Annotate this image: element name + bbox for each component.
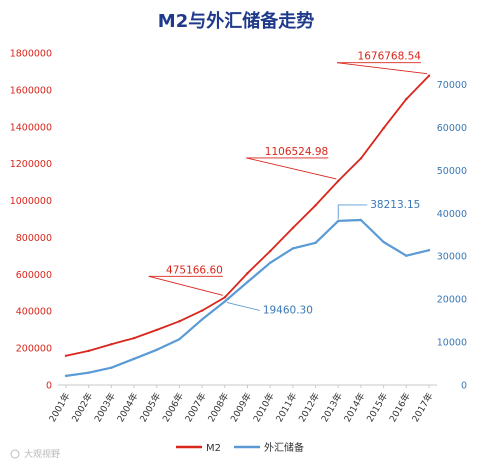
data-point xyxy=(223,296,227,299)
left-tick-label: 400000 xyxy=(16,307,52,318)
annotation-leader xyxy=(148,275,223,296)
series-line-m2 xyxy=(65,74,430,357)
left-tick-label: 1400000 xyxy=(10,122,52,133)
x-tick-label: 2002年 xyxy=(69,391,95,425)
data-point xyxy=(359,218,363,222)
data-point xyxy=(132,357,136,361)
left-tick-label: 1000000 xyxy=(10,196,52,207)
left-axis: 0 200000 400000 600000 800000 1000000 1200000 1… xyxy=(10,49,52,392)
x-tick-label: 2009年 xyxy=(228,391,254,425)
x-tick-label: 2001年 xyxy=(46,391,72,425)
data-point xyxy=(155,348,158,352)
data-point xyxy=(291,247,295,250)
data-point xyxy=(178,338,181,341)
data-label: 19460.30 xyxy=(263,304,313,316)
data-point xyxy=(155,328,158,332)
data-point xyxy=(337,179,340,183)
data-point xyxy=(427,74,431,77)
right-axis: 0 10000 20000 30000 40000 50000 60000 70000 xyxy=(437,80,467,392)
annotation-leader xyxy=(226,302,260,311)
left-tick-label: 600000 xyxy=(16,270,52,281)
data-point xyxy=(132,336,136,340)
legend: M2 外汇储备 xyxy=(176,441,304,454)
series-line-fx-reserves xyxy=(64,218,431,377)
x-tick-label: 2003年 xyxy=(92,391,118,425)
x-tick-label: 2015年 xyxy=(364,391,390,425)
x-tick-label: 2017年 xyxy=(409,391,435,425)
watermark-text: 大观视野 xyxy=(24,448,60,460)
annotation-leader xyxy=(336,62,428,75)
data-point xyxy=(110,366,113,369)
data-label: 475166.60 xyxy=(166,264,223,276)
plot-area xyxy=(64,74,431,378)
x-tick-label: 2006年 xyxy=(160,391,186,425)
x-tick-label: 2007年 xyxy=(182,391,208,425)
data-point xyxy=(87,349,90,353)
left-tick-label: 1200000 xyxy=(10,159,52,170)
right-tick-label: 30000 xyxy=(437,252,467,263)
data-point xyxy=(268,261,272,264)
x-tick-label: 2004年 xyxy=(114,391,140,425)
data-point xyxy=(200,318,204,321)
right-tick-label: 70000 xyxy=(437,80,467,91)
data-point xyxy=(314,204,317,207)
data-point xyxy=(382,240,385,244)
data-point xyxy=(64,354,68,358)
left-tick-label: 200000 xyxy=(16,344,52,355)
data-point xyxy=(405,97,408,101)
x-tick-label: 2010年 xyxy=(250,391,276,425)
data-point xyxy=(64,374,68,378)
left-tick-label: 0 xyxy=(46,381,52,392)
legend-label: 外汇储备 xyxy=(264,441,304,454)
annotation-leader xyxy=(337,204,368,219)
data-point xyxy=(246,280,249,284)
x-tick-label: 2014年 xyxy=(341,391,367,425)
data-point xyxy=(405,254,408,257)
data-point xyxy=(359,157,363,160)
x-tick-label: 2012年 xyxy=(296,391,322,425)
x-tick-label: 2011年 xyxy=(273,391,299,425)
watermark: 大观视野 xyxy=(10,448,60,460)
data-point xyxy=(427,248,431,252)
data-point xyxy=(314,241,317,245)
x-axis: 2001年2002年2003年2004年2005年2006年2007年2008年… xyxy=(46,385,436,425)
x-tick-label: 2008年 xyxy=(205,391,231,425)
annotation-leader xyxy=(246,157,337,180)
left-tick-label: 1600000 xyxy=(10,85,52,96)
annotations: 475166.60 1106524.98 1676768.54 19460.30 382… xyxy=(148,51,428,316)
data-point xyxy=(223,300,227,303)
right-tick-label: 60000 xyxy=(437,123,467,134)
right-tick-label: 10000 xyxy=(437,338,467,349)
x-tick-label: 2005年 xyxy=(137,391,163,425)
data-point xyxy=(200,309,204,312)
data-label: 38213.15 xyxy=(370,199,420,211)
data-point xyxy=(291,226,295,230)
right-tick-label: 20000 xyxy=(437,295,467,306)
legend-label: M2 xyxy=(206,443,221,454)
data-point xyxy=(268,249,272,253)
data-point xyxy=(87,371,90,374)
data-point xyxy=(178,320,181,323)
chart-title: M2与外汇储备走势 xyxy=(158,10,314,32)
watermark-logo-icon xyxy=(10,449,20,459)
right-tick-label: 0 xyxy=(461,381,467,392)
data-point xyxy=(246,271,249,275)
data-point xyxy=(382,127,385,130)
x-tick-label: 2016年 xyxy=(387,391,413,425)
data-label: 1106524.98 xyxy=(265,146,328,158)
left-tick-label: 800000 xyxy=(16,233,52,244)
x-tick-label: 2013年 xyxy=(319,391,345,425)
data-point xyxy=(110,342,113,346)
right-tick-label: 40000 xyxy=(437,209,467,220)
right-tick-label: 50000 xyxy=(437,166,467,177)
data-point xyxy=(337,219,340,223)
data-label: 1676768.54 xyxy=(358,51,422,63)
left-tick-label: 1800000 xyxy=(10,49,52,60)
